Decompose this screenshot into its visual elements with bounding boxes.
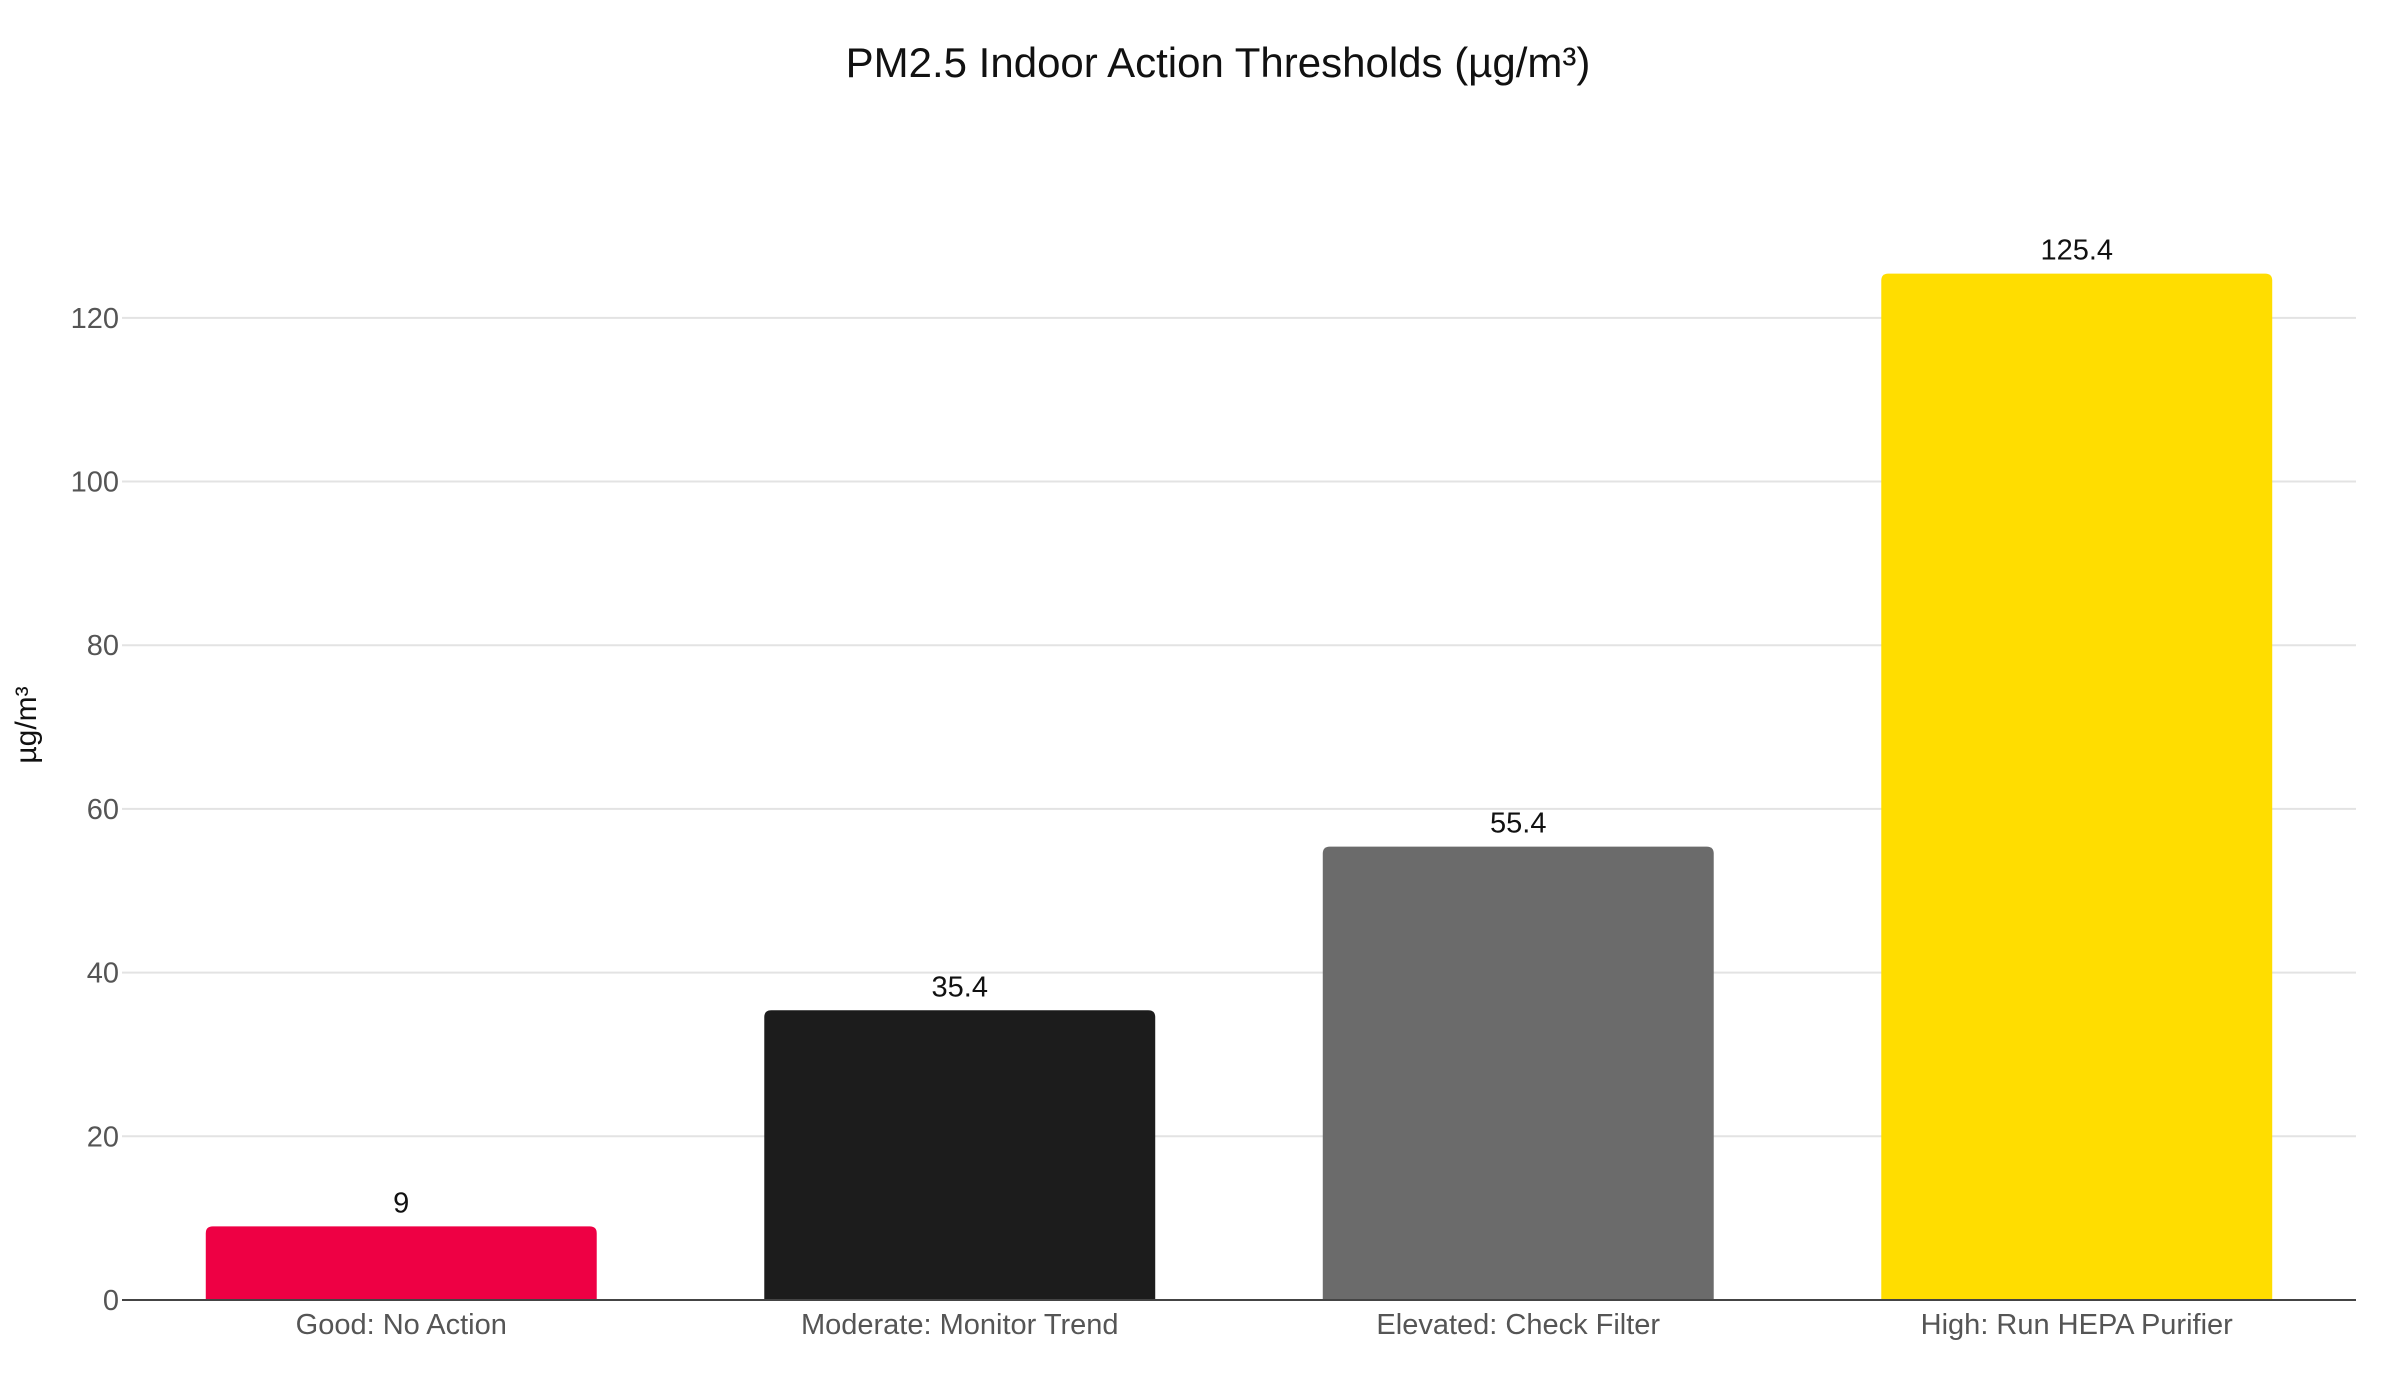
y-tick-label: 120 <box>71 303 119 335</box>
data-label: 125.4 <box>2040 235 2113 267</box>
x-tick-label: Elevated: Check Filter <box>1376 1309 1660 1341</box>
data-label: 55.4 <box>1490 808 1546 840</box>
y-tick-label: 80 <box>87 630 119 662</box>
x-tick-label: Moderate: Monitor Trend <box>801 1309 1119 1341</box>
bar-4 <box>1881 273 2273 1301</box>
data-label: 9 <box>393 1187 409 1219</box>
y-axis-title: µg/m³ <box>10 686 43 763</box>
y-tick-label: 40 <box>87 958 119 990</box>
x-tick-label: Good: No Action <box>296 1309 507 1341</box>
chart-title: PM2.5 Indoor Action Thresholds (µg/m³) <box>846 39 1591 86</box>
x-tick-label: High: Run HEPA Purifier <box>1921 1309 2233 1341</box>
y-tick-label: 100 <box>71 467 119 499</box>
bar-2 <box>764 1010 1156 1300</box>
y-tick-label: 20 <box>87 1121 119 1153</box>
x-axis-labels: Good: No Action Moderate: Monitor Trend El… <box>296 1309 2234 1341</box>
y-tick-label: 60 <box>87 794 119 826</box>
bar-3 <box>1322 846 1714 1300</box>
y-axis-ticks: 0 20 40 60 80 100 120 <box>71 303 119 1317</box>
y-tick-label: 0 <box>103 1285 119 1317</box>
bar-1 <box>205 1226 597 1300</box>
data-label: 35.4 <box>932 971 988 1003</box>
data-labels: 9 35.4 55.4 125.4 <box>393 235 2113 1220</box>
bars <box>205 273 2273 1301</box>
